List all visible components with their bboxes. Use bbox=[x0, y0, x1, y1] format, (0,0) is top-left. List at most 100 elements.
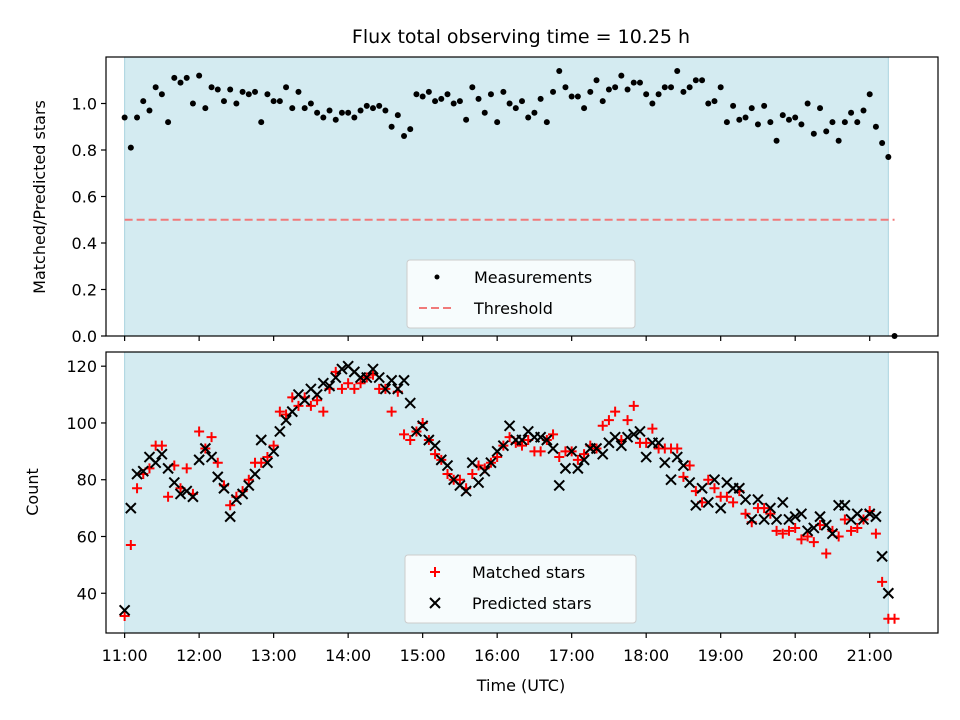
predicted-star-point bbox=[578, 454, 590, 466]
x-tick-label: 21:00 bbox=[847, 646, 893, 665]
legend-label: Predicted stars bbox=[472, 594, 592, 613]
predicted-star-point bbox=[702, 496, 714, 509]
predicted-star-point bbox=[460, 485, 472, 497]
predicted-star-point bbox=[690, 499, 702, 511]
predicted-star-point bbox=[429, 439, 441, 452]
predicted-star-point bbox=[758, 513, 770, 526]
predicted-star-point bbox=[497, 439, 510, 452]
measurement-point bbox=[463, 116, 470, 123]
measurement-point bbox=[376, 102, 383, 109]
measurement-point bbox=[407, 126, 414, 133]
y-tick-label: 0.2 bbox=[72, 281, 97, 300]
measurement-point bbox=[792, 114, 799, 121]
measurement-point bbox=[127, 144, 134, 151]
matched-star-point bbox=[467, 469, 478, 480]
predicted-star-point bbox=[224, 510, 236, 523]
measurement-point bbox=[481, 109, 488, 116]
measurement-point bbox=[543, 119, 550, 126]
matched-star-point bbox=[156, 440, 167, 451]
predicted-star-point bbox=[795, 508, 808, 520]
predicted-star-point bbox=[267, 445, 280, 458]
measurement-point bbox=[500, 88, 507, 95]
predicted-star-point bbox=[118, 604, 131, 617]
predicted-star-point bbox=[671, 451, 683, 463]
predicted-star-point bbox=[565, 445, 578, 458]
legend: Measurements Threshold bbox=[406, 259, 636, 329]
matched-star-point bbox=[808, 537, 819, 548]
measurement-point bbox=[314, 109, 321, 116]
measurement-point bbox=[388, 123, 395, 130]
measurement-point bbox=[487, 91, 494, 98]
measurement-point bbox=[810, 130, 817, 137]
measurement-point bbox=[748, 105, 755, 112]
measurement-point bbox=[382, 107, 389, 114]
predicted-star-point bbox=[236, 488, 249, 500]
predicted-star-point bbox=[659, 456, 671, 469]
measurement-point bbox=[841, 119, 848, 126]
matched-star-point bbox=[783, 525, 794, 536]
matched-star-point bbox=[212, 457, 223, 468]
predicted-star-point bbox=[137, 465, 149, 477]
matched-star-point bbox=[305, 400, 316, 411]
measurement-point bbox=[401, 133, 408, 140]
measurement-point bbox=[214, 86, 221, 93]
x-tick-label: 15:00 bbox=[400, 646, 446, 665]
matched-star-point bbox=[579, 449, 590, 460]
matched-star-point bbox=[132, 483, 143, 494]
measurement-point bbox=[171, 74, 178, 81]
y-tick-label: 0.4 bbox=[72, 234, 97, 253]
matched-star-point bbox=[889, 613, 900, 624]
matched-star-point bbox=[684, 460, 695, 471]
measurement-point bbox=[419, 93, 426, 100]
matched-star-point bbox=[678, 471, 689, 482]
predicted-star-point bbox=[621, 431, 634, 443]
measurement-point bbox=[872, 123, 879, 130]
predicted-star-point bbox=[367, 363, 379, 375]
measurement-point bbox=[537, 95, 544, 102]
matched-star-point bbox=[721, 491, 732, 502]
predicted-star-point bbox=[255, 434, 267, 446]
measurement-point bbox=[295, 88, 302, 95]
measurement-point bbox=[773, 137, 780, 144]
measurement-point bbox=[556, 67, 563, 74]
measurement-point bbox=[301, 105, 308, 112]
measurement-point bbox=[140, 98, 147, 105]
measurement-point bbox=[146, 107, 153, 114]
matched-star-point bbox=[405, 434, 416, 445]
matched-star-point bbox=[765, 508, 776, 519]
measurement-point bbox=[469, 84, 476, 91]
predicted-star-point bbox=[168, 476, 181, 489]
matched-star-point bbox=[355, 378, 366, 389]
matched-star-point bbox=[125, 540, 136, 551]
measurement-point bbox=[574, 93, 581, 100]
measurement-point bbox=[134, 114, 141, 121]
measurement-point bbox=[655, 91, 662, 98]
predicted-star-point bbox=[162, 462, 174, 475]
measurement-point bbox=[425, 88, 432, 95]
x-tick-label: 12:00 bbox=[176, 646, 222, 665]
x-tick-label: 17:00 bbox=[549, 646, 595, 665]
predicted-star-point bbox=[323, 380, 336, 392]
matched-star-point bbox=[703, 474, 714, 485]
measurement-point bbox=[674, 67, 681, 74]
predicted-star-point bbox=[174, 488, 187, 500]
measurement-point bbox=[189, 100, 196, 107]
measurement-point bbox=[450, 100, 457, 107]
measurement-point bbox=[196, 72, 203, 79]
measurement-point bbox=[202, 105, 209, 112]
matched-star-point bbox=[318, 406, 329, 417]
matched-star-point bbox=[194, 426, 205, 437]
x-tick-label: 19:00 bbox=[698, 646, 744, 665]
y-axis-label-ratio: Matched/Predicted stars bbox=[30, 100, 49, 294]
measurement-point bbox=[432, 98, 439, 105]
measurement-point bbox=[258, 119, 265, 126]
predicted-star-point bbox=[131, 468, 143, 480]
predicted-star-point bbox=[286, 405, 298, 418]
measurement-point bbox=[612, 84, 619, 91]
measurement-point bbox=[680, 88, 687, 95]
matched-star-point bbox=[293, 400, 304, 411]
predicted-star-point bbox=[752, 493, 764, 506]
matched-star-point bbox=[181, 463, 192, 474]
measurement-point bbox=[456, 98, 463, 105]
